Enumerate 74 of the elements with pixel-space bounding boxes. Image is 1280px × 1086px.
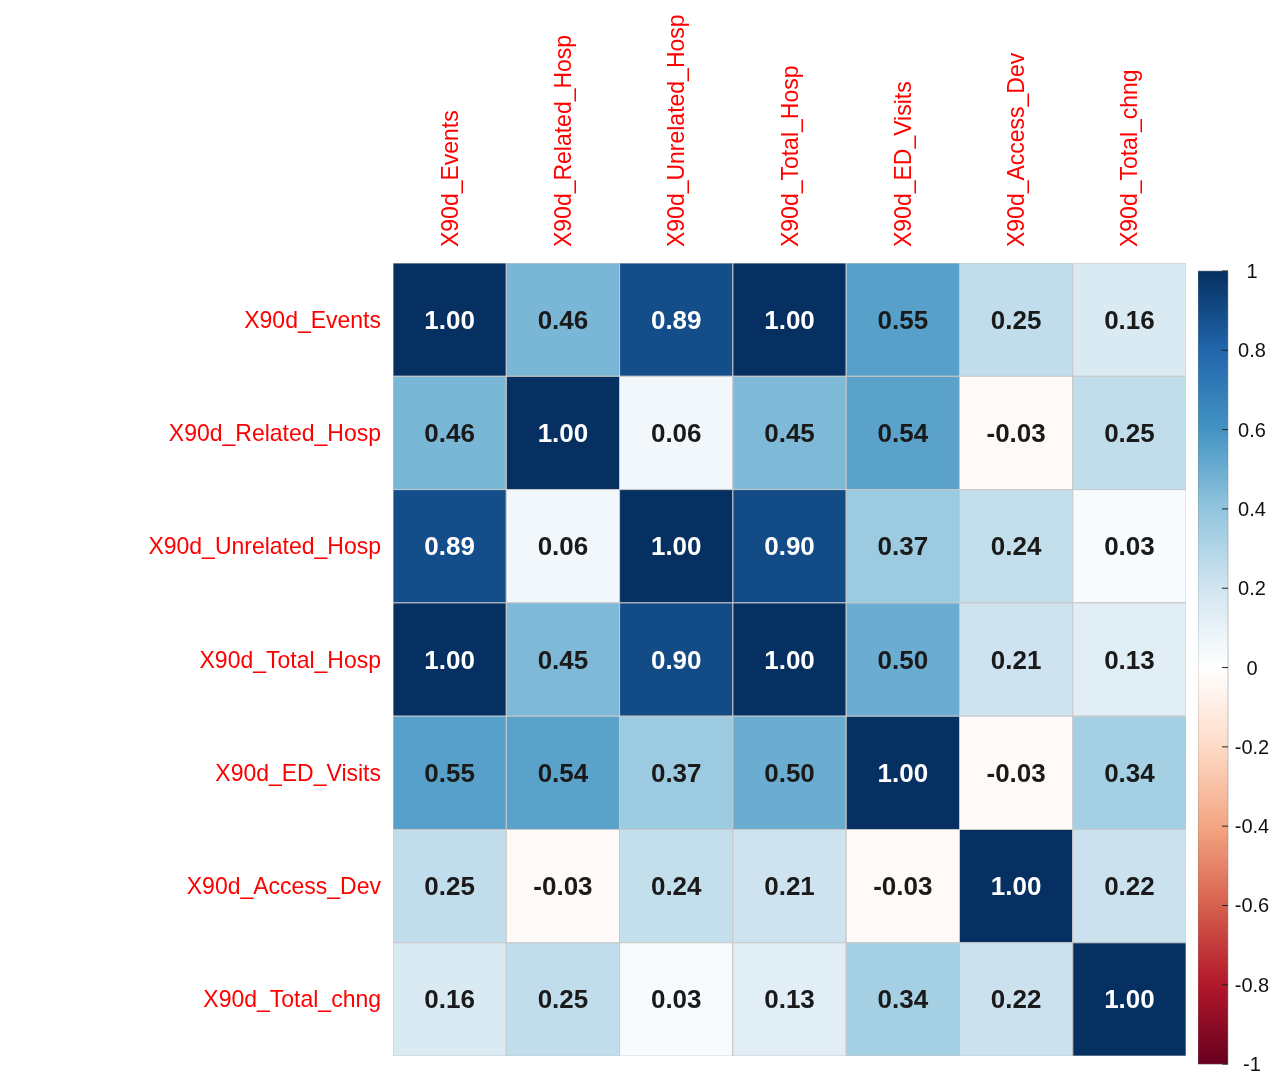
color-bar-label: -0.6 [1234, 894, 1270, 917]
data-label: 0.06 [650, 417, 702, 448]
data-label: 0.54 [877, 417, 929, 448]
y-tick-label: X90d_Access_Dev [186, 873, 382, 900]
x-tick-label: X90d_Access_Dev [1003, 52, 1030, 247]
color-bar-label: 0 [1246, 656, 1258, 679]
data-label: 0.21 [764, 871, 815, 902]
data-label: 0.54 [537, 757, 589, 788]
y-tick-label: X90d_ED_Visits [215, 759, 381, 786]
data-label: 0.16 [1104, 304, 1155, 335]
x-tick-label: X90d_ED_Visits [889, 81, 916, 247]
data-label: 0.03 [650, 984, 702, 1015]
x-tick-label: X90d_Related_Hosp [549, 34, 576, 247]
data-label: 0.37 [877, 531, 929, 562]
data-label: -0.03 [986, 417, 1046, 448]
data-label: 0.34 [877, 984, 929, 1015]
data-label: 0.90 [650, 644, 702, 675]
data-label: 0.22 [990, 984, 1042, 1015]
data-label: 0.22 [1104, 871, 1155, 902]
data-label: -0.03 [533, 871, 593, 902]
color-bar-label: -0.8 [1234, 973, 1270, 996]
x-tick-label: X90d_Total_Hosp [776, 65, 803, 247]
data-label: 0.45 [537, 644, 589, 675]
data-label: 1.00 [877, 757, 929, 788]
x-tick-label: X90d_Unrelated_Hosp [663, 14, 690, 247]
data-label: 0.13 [764, 984, 815, 1015]
data-label: 0.46 [424, 417, 475, 448]
x-tick-label: X90d_Total_chng [1116, 69, 1143, 247]
data-label: 0.03 [1104, 531, 1155, 562]
data-label: 0.21 [990, 644, 1042, 675]
data-label: 0.25 [1104, 417, 1155, 448]
data-label: 0.24 [990, 531, 1042, 562]
data-label: 0.06 [537, 531, 589, 562]
color-bar-label: -0.4 [1234, 815, 1270, 838]
color-bar-label: 1 [1246, 260, 1258, 282]
data-label: 1.00 [990, 871, 1042, 902]
data-label: 0.16 [424, 984, 475, 1015]
data-label: 0.13 [1104, 644, 1155, 675]
colour-scale: -1 -0.8 -0.6 -0.4 -0.2 0 0.2 0.4 0.6 0.8 1 [1198, 16, 1279, 1085]
y-tick-label: X90d_Events [244, 306, 381, 333]
data-label: 1.00 [1104, 984, 1155, 1015]
data-label: 0.25 [424, 871, 475, 902]
color-bar-label: 0.4 [1238, 497, 1266, 520]
data-label: 0.24 [650, 871, 703, 902]
data-label: 0.90 [764, 531, 815, 562]
data-label: 0.37 [650, 757, 702, 788]
data-label: -0.03 [873, 871, 933, 902]
data-label: 0.50 [764, 757, 815, 788]
data-label: 0.89 [650, 304, 702, 335]
data-label: 0.89 [424, 531, 475, 562]
y-tick-label: X90d_Total_Hosp [199, 646, 381, 673]
color-bar-label: 0.8 [1238, 339, 1266, 362]
data-label: 0.55 [424, 757, 475, 788]
data-label: 0.34 [1104, 757, 1156, 788]
color-bar-label: 0.6 [1238, 418, 1266, 441]
color-bar-label: 0.2 [1238, 577, 1266, 600]
data-label: 0.55 [877, 304, 929, 335]
data-label: 0.45 [764, 417, 815, 448]
data-label: 0.25 [990, 304, 1042, 335]
y-tick-label: X90d_Total_chng [203, 986, 381, 1013]
data-label: 0.50 [877, 644, 929, 675]
data-label: 1.00 [764, 304, 815, 335]
data-label: -0.03 [986, 757, 1046, 788]
data-label: 0.25 [537, 984, 589, 1015]
data-label: 1.00 [424, 304, 475, 335]
data-label: 1.00 [424, 644, 475, 675]
color-bar-label: -1 [1243, 1053, 1261, 1076]
data-label: 1.00 [650, 531, 702, 562]
y-tick-label: X90d_Unrelated_Hosp [148, 533, 381, 560]
data-label: 0.46 [537, 304, 589, 335]
data-label: 1.00 [764, 644, 815, 675]
color-bar-label: -0.2 [1234, 735, 1270, 758]
data-label: 1.00 [537, 417, 589, 448]
y-tick-label: X90d_Related_Hosp [168, 419, 381, 446]
